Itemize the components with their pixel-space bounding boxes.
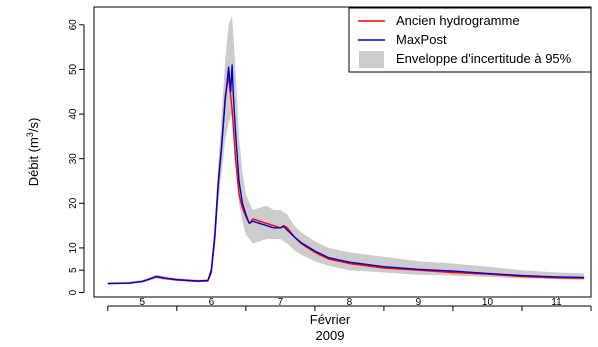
y-tick-label: 50 [68,63,79,75]
x-tick-label: 9 [416,297,422,308]
y-tick-label: 5 [68,267,79,273]
x-tick-label: 7 [278,297,284,308]
y-tick-label: 30 [68,153,79,165]
legend-box [348,7,592,73]
legend: Ancien hydrogramme MaxPost Enveloppe d'inc… [348,7,592,73]
y-tick-label: 10 [68,242,79,254]
x-axis-label: Février [310,312,351,327]
axes: 5 6 7 8 9 10 11 0 5 10 20 30 40 50 60 [68,19,592,311]
x-axis-label-year: 2009 [316,328,345,343]
x-tick-label: 8 [347,297,353,308]
y-tick-label: 0 [68,289,79,295]
plot-area [107,15,585,285]
legend-label-envelope: Enveloppe d'incertitude à 95% [396,51,572,66]
y-axis-label-prefix: Débit (m [26,137,41,186]
y-axis-label: Débit (m3/s) [25,118,41,187]
y-axis-label-suffix: /s) [26,118,41,132]
series-line-maxpost [107,64,585,285]
y-tick-label: 40 [68,108,79,120]
legend-swatch-envelope [359,51,384,68]
legend-label-maxpost: MaxPost [396,32,447,47]
y-axis-label-sup: 3 [25,132,35,137]
y-tick-label: 20 [68,197,79,209]
legend-label-ancien: Ancien hydrogramme [396,13,520,28]
y-tick-label: 60 [68,19,79,31]
x-tick-label: 10 [482,297,494,308]
x-tick-label: 5 [140,297,146,308]
plot-frame [93,6,592,298]
x-tick-label: 11 [551,297,562,308]
x-tick-label: 6 [209,297,215,308]
